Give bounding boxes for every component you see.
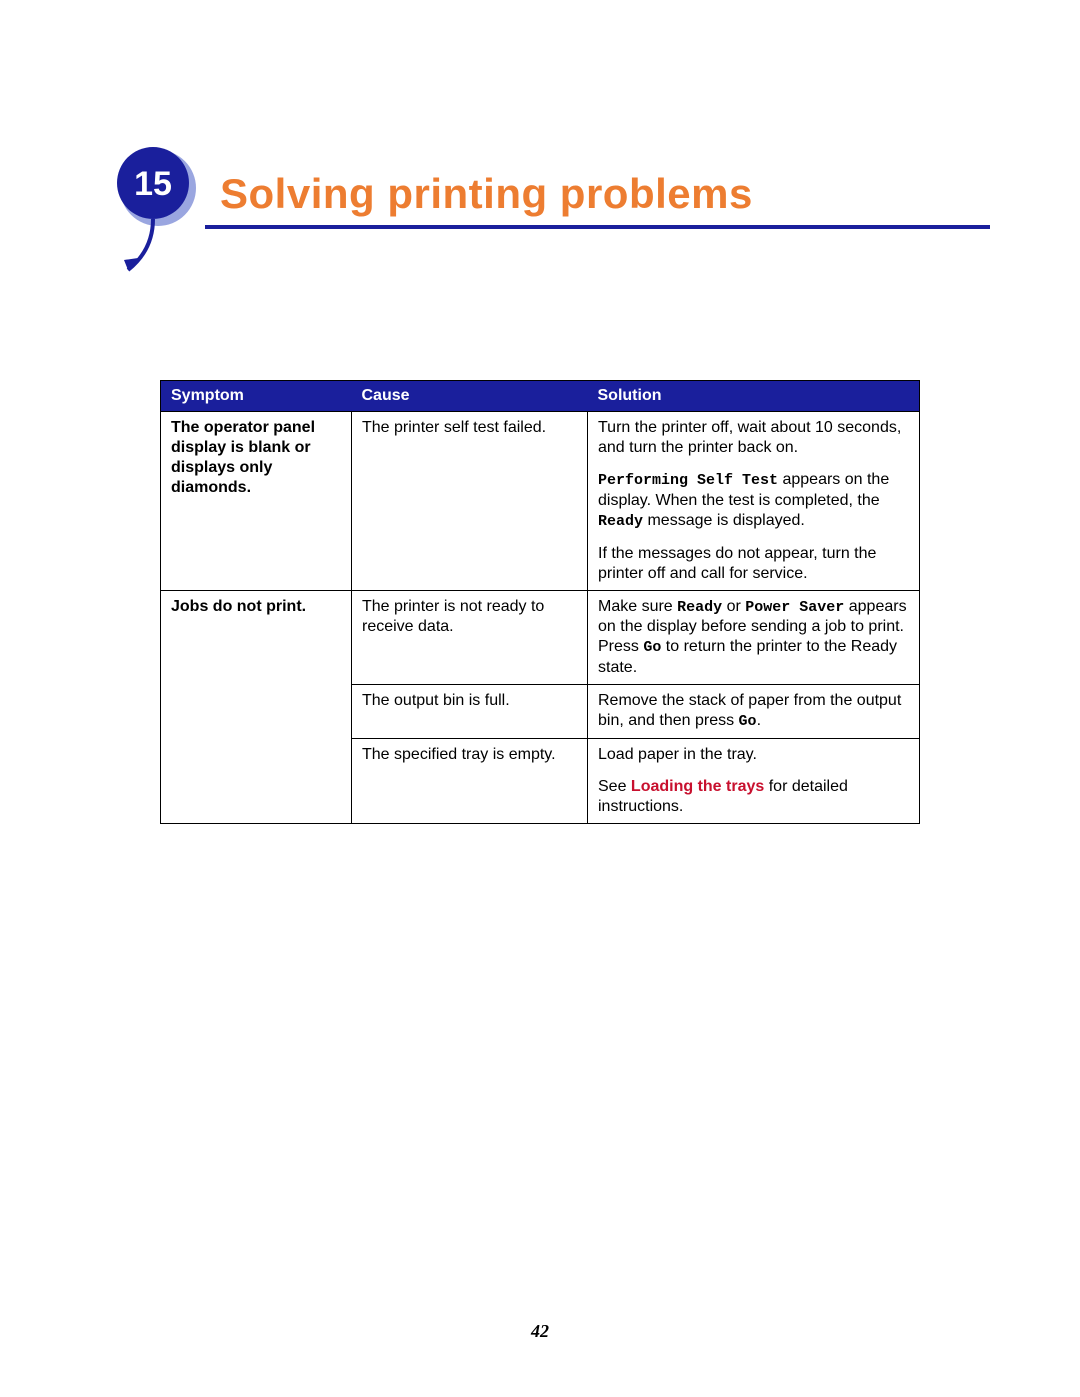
cell-solution: Make sure Ready or Power Saver appears o… (588, 590, 920, 685)
troubleshooting-table: Symptom Cause Solution The operator pane… (160, 380, 920, 824)
badge-number: 15 (134, 165, 172, 203)
table-header-row: Symptom Cause Solution (161, 381, 920, 412)
solution-text: If the messages do not appear, turn the … (598, 545, 876, 582)
cell-solution: Load paper in the tray. (588, 738, 920, 771)
header-solution: Solution (588, 381, 920, 412)
solution-text: See (598, 778, 631, 795)
mono-text: Power Saver (745, 599, 844, 616)
mono-text: Performing Self Test (598, 472, 778, 489)
cell-solution: If the messages do not appear, turn the … (588, 538, 920, 591)
solution-text: Turn the printer off, wait about 10 seco… (598, 419, 901, 456)
title-block: 15 Solving printing problems (90, 140, 990, 280)
cell-symptom: Jobs do not print. (161, 590, 352, 823)
mono-text: Go (739, 713, 757, 730)
cell-cause: The specified tray is empty. (352, 738, 588, 823)
solution-text: Load paper in the tray. (598, 746, 757, 763)
solution-text: . (757, 712, 761, 729)
header-cause: Cause (352, 381, 588, 412)
cell-solution: Turn the printer off, wait about 10 seco… (588, 412, 920, 465)
page-root: 15 Solving printing problems Symptom Cau… (0, 0, 1080, 1397)
chapter-badge: 15 (100, 140, 220, 290)
cell-solution: Performing Self Test appears on the disp… (588, 464, 920, 538)
link-loading-trays[interactable]: Loading the trays (631, 778, 764, 795)
badge-svg: 15 (100, 140, 220, 285)
cell-cause: The output bin is full. (352, 685, 588, 739)
title-underline (205, 225, 990, 229)
mono-text: Go (643, 639, 661, 656)
table-row: The operator panel display is blank or d… (161, 412, 920, 465)
header-symptom: Symptom (161, 381, 352, 412)
solution-text: Make sure (598, 598, 677, 615)
page-title: Solving printing problems (220, 170, 753, 218)
mono-text: Ready (598, 513, 643, 530)
cell-cause: The printer self test failed. (352, 412, 588, 591)
cell-solution: See Loading the trays for detailed instr… (588, 771, 920, 824)
table-row: Jobs do not print. The printer is not re… (161, 590, 920, 685)
spacer (90, 280, 990, 380)
page-number: 42 (0, 1321, 1080, 1342)
cell-cause: The printer is not ready to receive data… (352, 590, 588, 685)
solution-text: message is displayed. (643, 512, 805, 529)
mono-text: Ready (677, 599, 722, 616)
cell-symptom: The operator panel display is blank or d… (161, 412, 352, 591)
solution-text: or (722, 598, 745, 615)
cell-solution: Remove the stack of paper from the outpu… (588, 685, 920, 739)
